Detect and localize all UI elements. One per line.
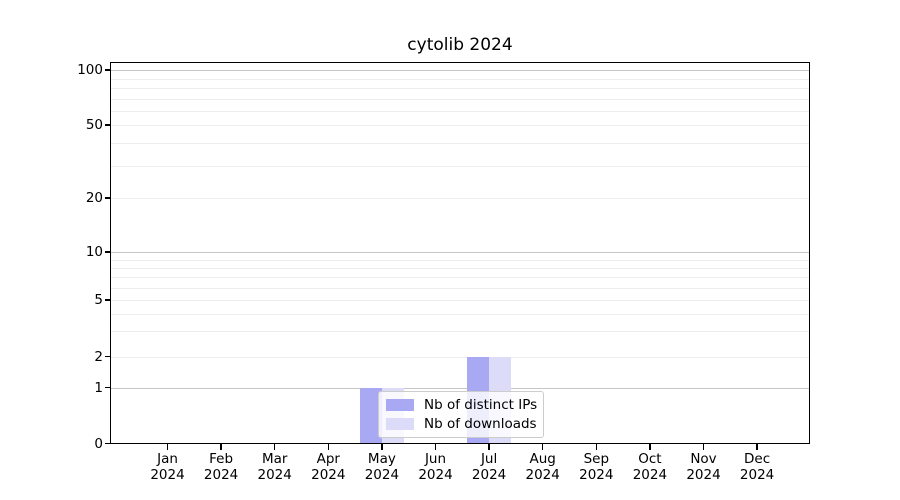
legend-item-distinct-ips: Nb of distinct IPs <box>386 396 538 414</box>
distinct-ips-swatch-icon <box>386 398 414 411</box>
y-tick-label: 5 <box>94 292 103 308</box>
x-tick-label: May 2024 <box>364 451 400 483</box>
x-tick-label: Nov 2024 <box>686 451 721 483</box>
x-tick-label: Sep 2024 <box>579 451 614 483</box>
x-tick-mark <box>756 444 758 450</box>
x-tick-label: Aug 2024 <box>525 451 560 483</box>
x-tick-mark <box>649 444 651 450</box>
downloads-swatch-icon <box>386 418 414 431</box>
minor-gridline <box>111 198 809 199</box>
chart-title: cytolib 2024 <box>407 35 513 55</box>
minor-gridline <box>111 300 809 301</box>
minor-gridline <box>111 313 809 315</box>
major-gridline <box>111 252 809 253</box>
x-tick-label: Feb 2024 <box>203 451 239 483</box>
legend-label-downloads: Nb of downloads <box>424 416 537 433</box>
x-tick-mark <box>274 444 276 450</box>
bar-nb-of-distinct-ips-may <box>359 387 382 444</box>
y-tick-label: 50 <box>85 117 103 133</box>
minor-gridline <box>111 331 809 332</box>
x-tick-label: Oct 2024 <box>632 451 668 483</box>
x-tick-mark <box>542 444 544 450</box>
legend-item-downloads: Nb of downloads <box>386 416 537 434</box>
y-tick-label: 100 <box>77 62 103 78</box>
y-tick-label: 1 <box>94 379 103 396</box>
y-tick-mark <box>104 197 110 199</box>
x-tick-mark <box>595 444 597 450</box>
y-tick-label: 0 <box>94 435 103 452</box>
minor-gridline <box>111 125 809 126</box>
minor-gridline <box>111 166 809 167</box>
x-tick-mark <box>166 444 169 450</box>
legend-label-distinct-ips: Nb of distinct IPs <box>424 396 538 413</box>
y-tick-mark <box>104 355 110 358</box>
y-tick-mark <box>104 299 110 301</box>
minor-gridline <box>111 356 809 358</box>
x-tick-label: Jan 2024 <box>150 451 185 483</box>
y-tick-mark <box>104 442 110 445</box>
minor-gridline <box>111 78 809 80</box>
x-tick-label: Dec 2024 <box>739 451 775 483</box>
major-gridline <box>111 387 809 389</box>
minor-gridline <box>111 259 809 261</box>
major-gridline <box>111 70 809 71</box>
minor-gridline <box>111 88 809 89</box>
minor-gridline <box>111 287 809 289</box>
x-tick-mark <box>434 444 437 450</box>
x-tick-label: Jun 2024 <box>418 451 453 483</box>
x-tick-label: Mar 2024 <box>257 451 292 483</box>
minor-gridline <box>111 143 809 144</box>
y-tick-mark <box>104 386 110 389</box>
x-tick-mark <box>220 444 222 450</box>
x-tick-mark <box>381 444 383 450</box>
y-tick-mark <box>104 251 110 253</box>
legend: Nb of distinct IPs Nb of downloads <box>378 391 544 438</box>
y-tick-label: 20 <box>85 190 103 206</box>
x-tick-mark <box>488 444 490 450</box>
x-tick-mark <box>702 444 705 450</box>
minor-gridline <box>111 277 809 278</box>
minor-gridline <box>111 98 809 100</box>
minor-gridline <box>111 110 809 112</box>
minor-gridline <box>111 267 809 269</box>
y-tick-mark <box>104 124 110 126</box>
y-tick-label: 2 <box>94 348 103 365</box>
y-tick-label: 10 <box>85 244 103 260</box>
x-tick-label: Apr 2024 <box>311 451 346 483</box>
x-tick-mark <box>327 444 329 450</box>
x-tick-label: Jul 2024 <box>471 451 507 483</box>
y-tick-mark <box>104 69 110 71</box>
